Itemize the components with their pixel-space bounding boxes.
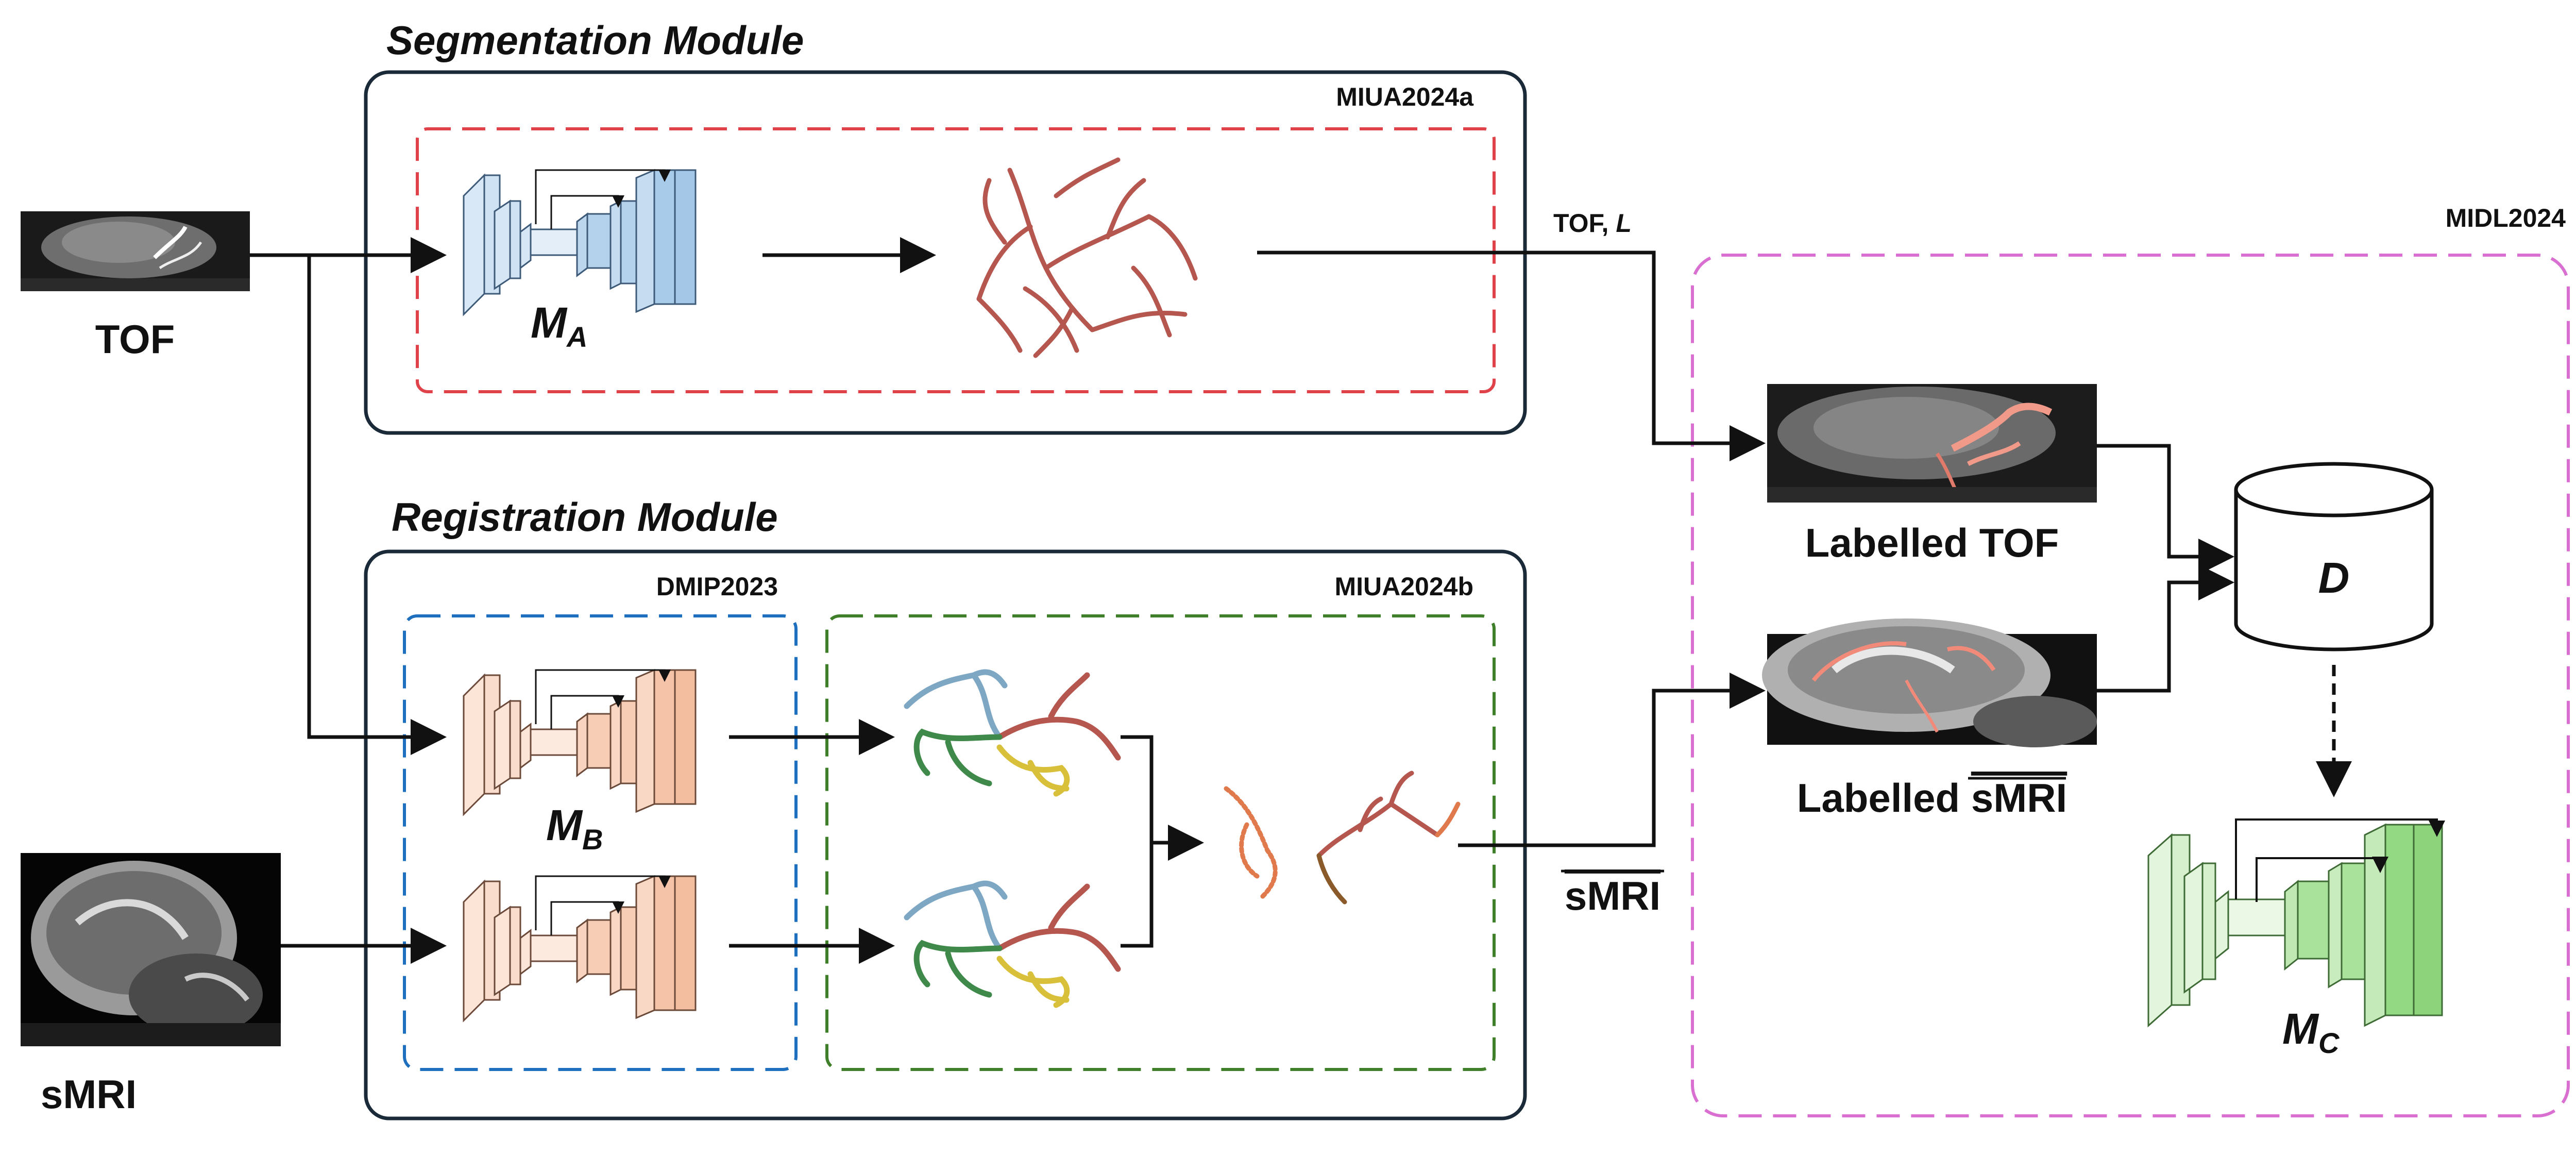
labelled-smri-overlined: sMRI [1971,775,2067,821]
network-ma [463,169,697,316]
registration-tag-right: MIUA2024b [1334,572,1473,601]
network-mb-bottom [463,875,697,1023]
labelled-tof-to-dataset-arrow [2097,444,2234,575]
registration-module-title: Registration Module [392,494,778,540]
labelled-smri-image [1762,618,2097,747]
training-tag: MIDL2024 [2446,204,2566,232]
tof-input-label: TOF [95,316,175,362]
seg-output-label-text: TOF, [1553,209,1616,238]
registration-right-dashed-box [825,614,1496,1071]
network-ma-label: MA [531,298,587,353]
registration-fused-vessels [1224,771,1461,905]
segmentation-tag: MIUA2024a [1336,82,1474,111]
segmentation-module-title: Segmentation Module [386,18,804,63]
registration-tag-left: DMIP2023 [656,572,778,601]
labelled-tof-image [1767,384,2097,503]
network-ma-subscript: A [566,321,587,353]
smri-input-image [21,853,281,1046]
labelled-smri-to-dataset-arrow [2097,564,2234,693]
tof-to-mb-arrow [307,255,447,755]
registration-vessel-atlas-top [904,669,1121,797]
segmentation-vessel-tree [976,157,1198,358]
labelled-smri-prefix: Labelled [1797,775,1971,821]
training-dashed-box [1691,254,2570,1117]
registration-module-box [364,549,1527,1120]
network-mb-letter: M [546,801,583,849]
seg-output-label: TOF, L [1553,209,1632,238]
labelled-smri-caption: Labelled sMRI [1797,775,2067,821]
reg-output-label: sMRI [1565,873,1660,918]
network-mc-label: MC [2282,1005,2340,1059]
connectors [250,237,2234,964]
labelled-tof-caption: Labelled TOF [1805,520,2059,565]
smri-input-label: sMRI [41,1072,137,1117]
dataset-cylinder [2234,462,2434,651]
tof-input-image [21,211,250,291]
reg-to-labelled-smri-arrow [1458,673,1766,847]
dataset-label: D [2318,554,2350,602]
registration-left-dashed-box [403,614,798,1071]
network-ma-letter: M [531,298,568,347]
network-mb-top [463,668,697,816]
registration-vessel-atlas-bottom [904,880,1121,1008]
network-mb-subscript: B [582,823,603,856]
seg-output-label-var: L [1616,209,1632,238]
network-mc [2147,818,2445,1028]
network-mb-label: MB [546,801,603,856]
atlas-merge-bracket [1121,735,1154,948]
network-mc-letter: M [2282,1005,2319,1053]
network-mc-subscript: C [2318,1027,2340,1059]
seg-to-labelled-tof-arrow [1257,250,1766,461]
